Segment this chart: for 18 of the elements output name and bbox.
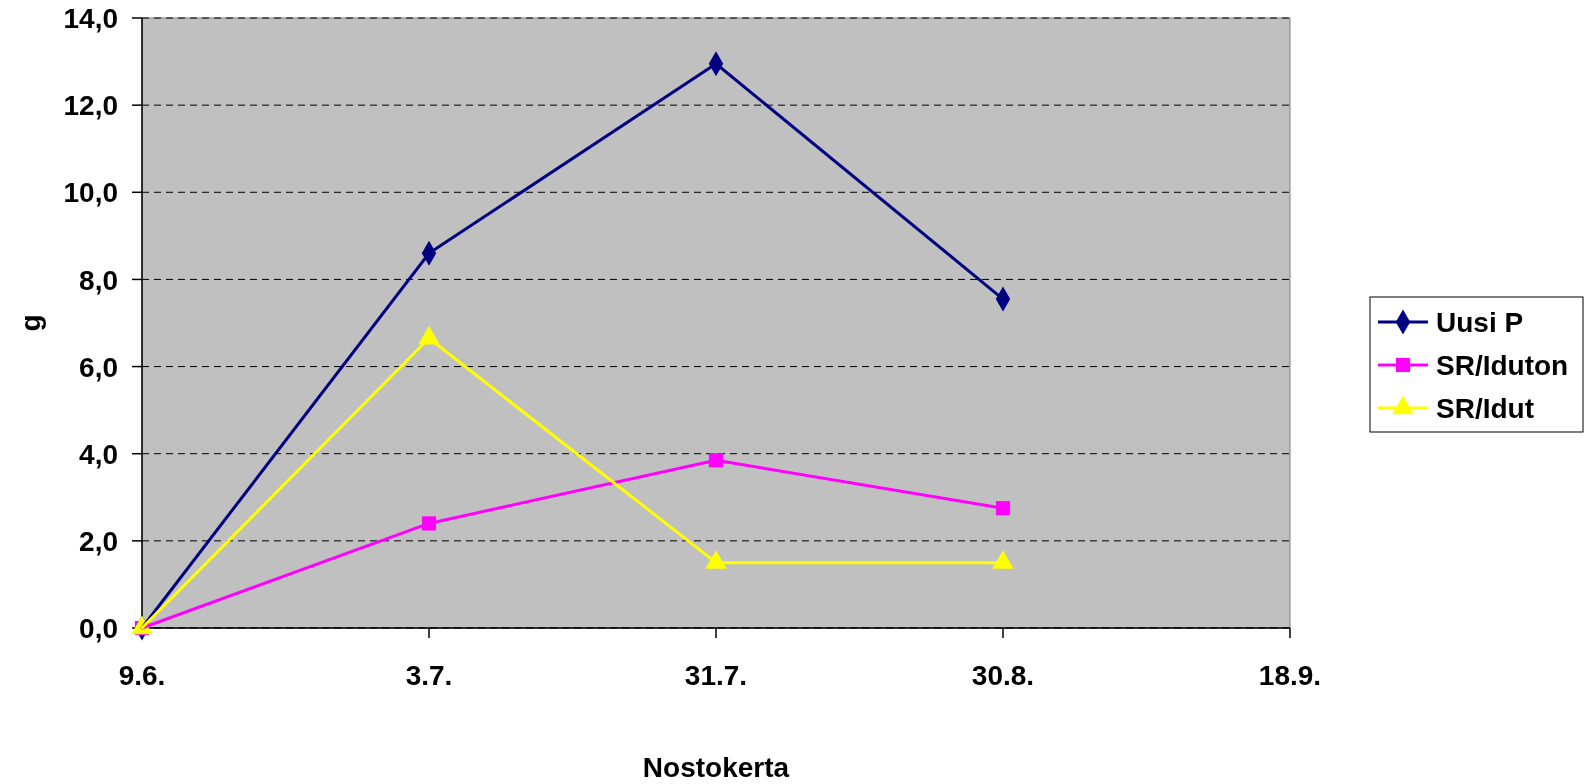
- y-tick-label: 0,0: [79, 613, 118, 645]
- y-tick-label: 8,0: [79, 264, 118, 296]
- x-tick-label: 18.9.: [1258, 660, 1322, 691]
- y-tick-label: 12,0: [63, 90, 118, 122]
- y-tick-label: 4,0: [79, 438, 118, 470]
- y-tick-label: 6,0: [79, 351, 118, 383]
- x-tick-label: 9.6.: [118, 660, 166, 691]
- x-tick-label: 30.8.: [971, 660, 1035, 691]
- x-tick-label: 3.7.: [405, 660, 453, 691]
- x-tick-label: 31.7.: [684, 660, 748, 691]
- y-tick-label: 10,0: [63, 177, 118, 209]
- y-axis-title: g: [15, 314, 46, 332]
- legend-label: SR/Iduton: [1436, 350, 1569, 382]
- legend-label: Uusi P: [1436, 307, 1524, 339]
- y-tick-label: 2,0: [79, 525, 118, 557]
- legend-label: SR/Idut: [1436, 393, 1534, 425]
- y-tick-label: 14,0: [63, 3, 118, 35]
- x-axis-title: Nostokerta: [642, 752, 790, 783]
